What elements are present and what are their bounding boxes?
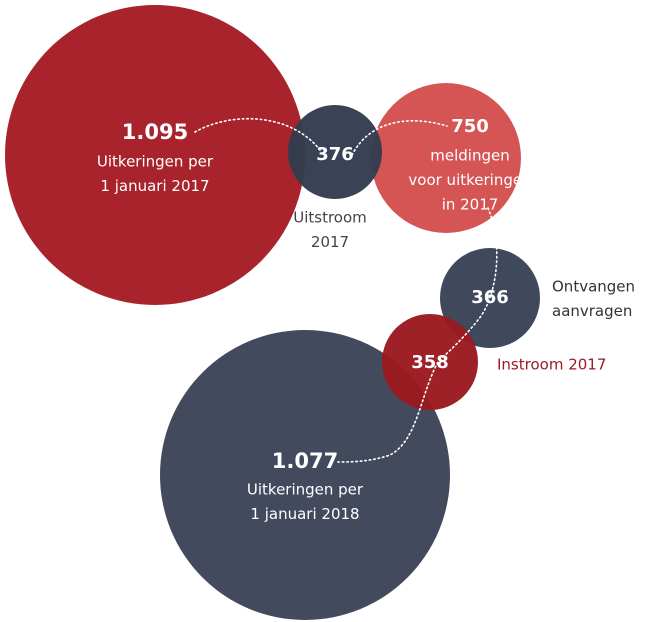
- value-label: 376: [316, 144, 354, 165]
- value-label: 1.095: [122, 120, 188, 144]
- bubble-label: Uitkeringen per: [247, 481, 364, 499]
- value-label: 366: [471, 287, 509, 308]
- bubble-label: Uitstroom: [293, 209, 367, 227]
- value-label: 750: [451, 116, 489, 137]
- bubble-label: 1 januari 2017: [100, 177, 209, 195]
- connector: [194, 118, 321, 151]
- bubble-label: 1 januari 2018: [250, 505, 359, 523]
- bubble-label: Uitkeringen per: [97, 153, 214, 171]
- labels: 1.095 Uitkeringen per 1 januari 2017 376 Uit…: [97, 116, 635, 523]
- bubble: [5, 5, 305, 305]
- bubble: [382, 314, 478, 410]
- bubble-label: aanvragen: [552, 302, 632, 320]
- connector: [351, 120, 448, 156]
- value-label: 358: [411, 352, 449, 373]
- bubble-label: Instroom 2017: [497, 356, 606, 374]
- value-label: 1.077: [272, 449, 338, 473]
- bubble-label: in 2017: [442, 196, 499, 214]
- bubble-label: Ontvangen: [552, 278, 635, 296]
- bubbles: [5, 5, 540, 620]
- bubble-label: 2017: [311, 233, 349, 251]
- connectors: [194, 118, 498, 463]
- bubble: [160, 330, 450, 620]
- bubble-label: meldingen: [430, 147, 509, 165]
- bubble: [288, 105, 382, 199]
- bubble-label: voor uitkeringen: [408, 171, 531, 189]
- connector: [336, 207, 498, 463]
